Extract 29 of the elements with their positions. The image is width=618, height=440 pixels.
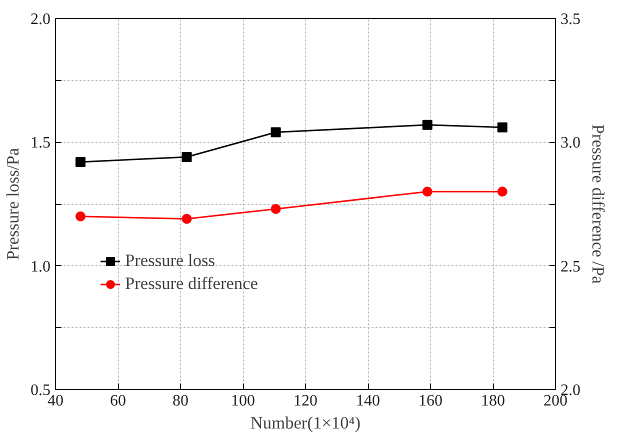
x-tick-label: 100: [231, 392, 255, 410]
x-tick-label: 140: [356, 392, 380, 410]
y-tick-label: 0.5: [30, 382, 50, 399]
y2-axis-title: Pressure difference /Pa: [588, 124, 608, 284]
point: [270, 127, 281, 138]
legend-label: Pressure difference: [125, 274, 258, 294]
x-tick-label: 80: [172, 392, 188, 410]
point: [182, 152, 192, 162]
x-axis-title: Number(1×10⁴): [250, 414, 361, 432]
x-tick-label: 180: [481, 392, 505, 410]
x-tick-label: 120: [294, 392, 318, 410]
y-tick-label: 1.0: [30, 258, 50, 276]
point: [182, 214, 192, 224]
y-axis-title: Pressure loss/Pa: [4, 148, 22, 260]
x-tick-label: 60: [110, 392, 126, 410]
x-tick-label: 160: [418, 392, 442, 410]
y-tick-label: 2.0: [30, 11, 50, 28]
y2-tick-label: 3.5: [560, 11, 580, 28]
y2-tick-label: 3.0: [560, 134, 580, 152]
point: [497, 122, 508, 132]
point: [497, 186, 508, 197]
point: [270, 204, 281, 214]
legend-label: Pressure loss: [125, 251, 216, 271]
y2-tick-label: 2.5: [560, 258, 580, 276]
point: [76, 156, 86, 167]
point: [76, 211, 86, 222]
y-tick-label: 1.5: [30, 134, 50, 152]
point: [422, 120, 432, 130]
point: [422, 186, 432, 197]
